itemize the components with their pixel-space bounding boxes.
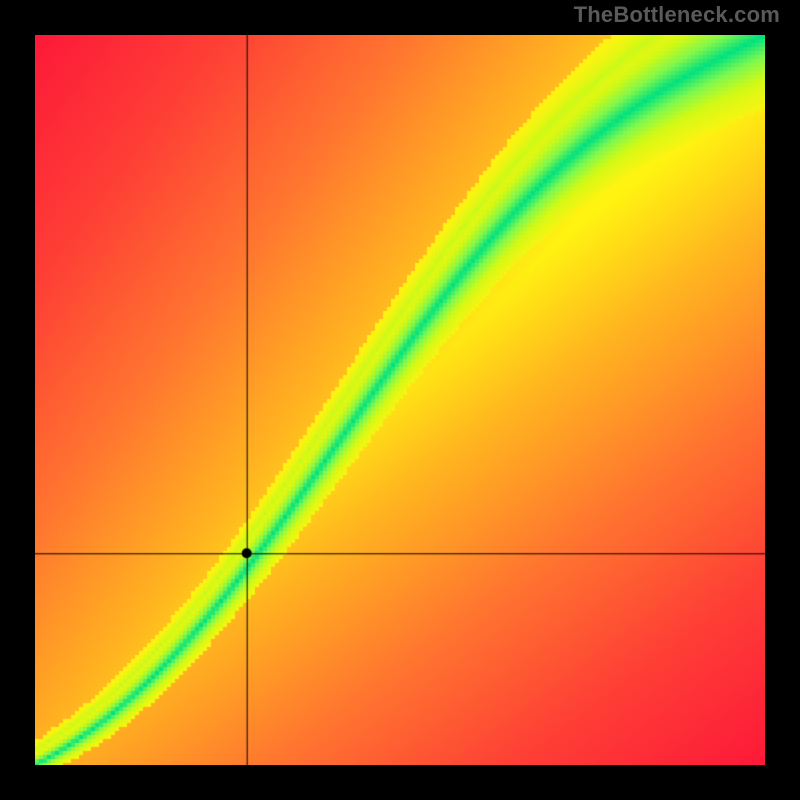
heatmap-canvas — [35, 35, 765, 765]
watermark-label: TheBottleneck.com — [574, 2, 780, 28]
chart-container: TheBottleneck.com — [0, 0, 800, 800]
